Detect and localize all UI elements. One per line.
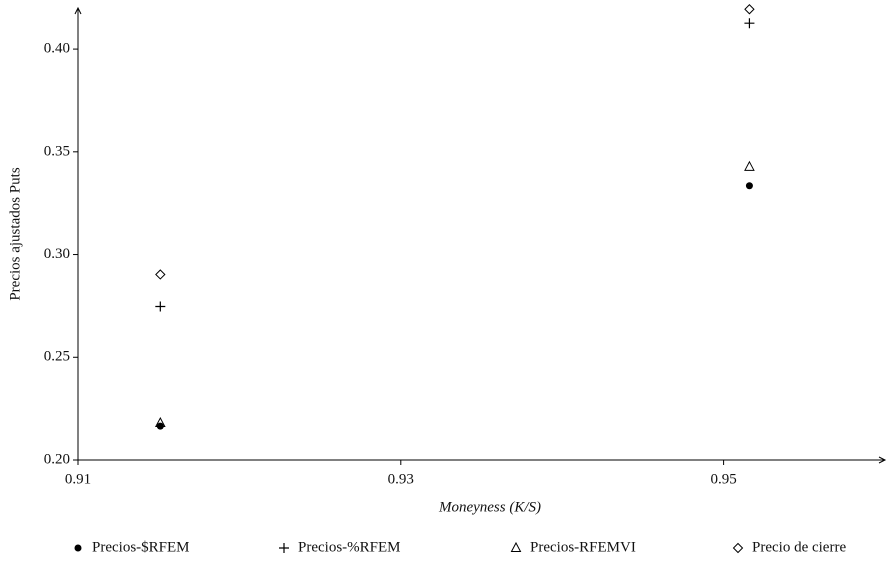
point bbox=[744, 160, 755, 171]
legend-marker bbox=[510, 541, 522, 552]
legend-label: Precios-RFEMVI bbox=[530, 539, 636, 555]
legend-marker bbox=[732, 542, 744, 554]
point bbox=[744, 4, 755, 15]
x-tick-label: 0.93 bbox=[388, 471, 414, 487]
y-tick-label: 0.20 bbox=[44, 451, 70, 467]
x-tick-label: 0.95 bbox=[710, 471, 736, 487]
legend-label: Precios-$RFEM bbox=[92, 539, 190, 555]
point bbox=[745, 182, 753, 190]
y-tick-label: 0.40 bbox=[44, 41, 70, 57]
y-axis-label: Precios ajustados Puts bbox=[7, 167, 23, 300]
y-tick-label: 0.30 bbox=[44, 246, 70, 262]
legend-entry: Precios-$RFEM bbox=[74, 539, 190, 555]
x-tick-label: 0.91 bbox=[65, 471, 91, 487]
legend-entry: Precios-%RFEM bbox=[279, 539, 401, 555]
legend-label: Precio de cierre bbox=[752, 539, 846, 555]
y-tick-label: 0.25 bbox=[44, 349, 70, 365]
point bbox=[154, 416, 166, 428]
y-axis-arrow bbox=[74, 6, 82, 15]
legend-marker bbox=[279, 543, 289, 553]
point bbox=[155, 269, 166, 280]
legend-label: Precios-%RFEM bbox=[298, 539, 401, 555]
y-tick-label: 0.35 bbox=[44, 143, 70, 159]
point bbox=[744, 18, 755, 29]
legend-entry: Precios-RFEMVI bbox=[510, 539, 636, 555]
x-axis-label: Moneyness (K/S) bbox=[438, 499, 541, 515]
point bbox=[155, 301, 166, 312]
legend-marker bbox=[74, 544, 82, 552]
legend-entry: Precio de cierre bbox=[732, 539, 846, 555]
x-axis-arrow bbox=[878, 456, 887, 464]
